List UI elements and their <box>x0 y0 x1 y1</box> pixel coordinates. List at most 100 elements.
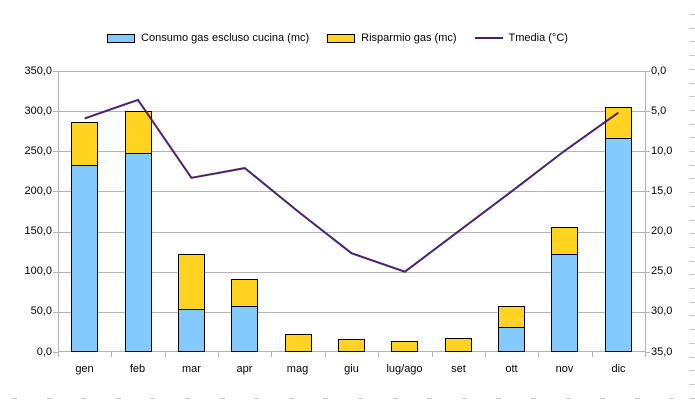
right-edge-tick <box>689 302 695 303</box>
bottom-edge-tick <box>323 398 328 399</box>
left-axis-tick <box>53 71 58 72</box>
legend-label-consumo: Consumo gas escluso cucina (mc) <box>141 32 310 44</box>
right-edge-tick <box>689 329 695 330</box>
left-axis-label: 350,0 <box>24 65 52 77</box>
right-axis-tick <box>645 71 650 72</box>
bottom-edge-tick <box>462 398 467 399</box>
x-axis-tick <box>592 352 593 357</box>
right-axis-label: 35,0 <box>651 346 673 358</box>
x-axis-label: giu <box>344 363 359 375</box>
right-axis-label: 5,0 <box>651 105 667 117</box>
x-axis-tick <box>538 352 539 357</box>
gridline <box>58 312 645 313</box>
left-axis-label: 300,0 <box>24 105 52 117</box>
x-axis-label: mar <box>182 363 201 375</box>
left-axis-tick <box>53 352 58 353</box>
right-edge-tick <box>689 357 695 358</box>
bar-segment-risparmio <box>72 123 97 166</box>
left-axis-label: 0,0 <box>36 346 52 358</box>
x-axis-tick <box>58 352 59 357</box>
left-axis-label: 100,0 <box>24 265 52 277</box>
bottom-edge-tick <box>12 398 17 399</box>
right-axis-tick <box>645 352 650 353</box>
right-axis-tick <box>645 111 650 112</box>
left-axis-tick <box>53 312 58 313</box>
bottom-edge-tick <box>116 398 121 399</box>
legend-item-tmedia: Tmedia (°C) <box>474 32 568 44</box>
left-axis-label: 50,0 <box>30 305 52 317</box>
right-edge-tick <box>689 220 695 221</box>
bottom-edge-tick <box>150 398 155 399</box>
bottom-edge-tick <box>47 398 52 399</box>
right-axis-label: 10,0 <box>651 145 673 157</box>
x-axis-tick <box>325 352 326 357</box>
right-edge-tick <box>689 137 695 138</box>
x-axis-tick <box>378 352 379 357</box>
x-axis-label: feb <box>129 363 146 375</box>
gridline <box>58 71 645 72</box>
right-edge-tick <box>689 41 695 42</box>
bottom-edge-tick <box>220 398 225 399</box>
right-edge-tick <box>689 384 695 385</box>
right-edge-tick <box>689 192 695 193</box>
right-edge-tick <box>689 315 695 316</box>
left-axis-label: 250,0 <box>24 145 52 157</box>
bar-segment-risparmio <box>606 108 631 139</box>
right-axis-line <box>645 71 646 353</box>
left-axis-label: 200,0 <box>24 185 52 197</box>
bar-giu <box>338 339 365 352</box>
bar-segment-risparmio <box>232 280 257 307</box>
right-axis-tick <box>645 312 650 313</box>
bar-dic <box>605 107 632 352</box>
left-axis-tick <box>53 151 58 152</box>
left-axis-tick <box>53 111 58 112</box>
right-edge-tick <box>689 233 695 234</box>
bar-set <box>445 338 472 352</box>
right-edge-tick <box>689 14 695 15</box>
right-axis-tick <box>645 151 650 152</box>
left-axis-line <box>58 71 59 353</box>
bottom-edge-tick <box>566 398 571 399</box>
right-axis-label: 20,0 <box>651 225 673 237</box>
legend: Consumo gas escluso cucina (mc) Risparmi… <box>0 30 675 46</box>
x-axis-label: set <box>451 363 466 375</box>
left-axis-label: 150,0 <box>24 225 52 237</box>
x-axis-label: apr <box>236 363 253 375</box>
right-edge-tick <box>689 370 695 371</box>
legend-item-consumo: Consumo gas escluso cucina (mc) <box>107 32 309 44</box>
right-edge-tick <box>689 398 695 399</box>
bottom-edge-tick <box>289 398 294 399</box>
bottom-edge-tick <box>81 398 86 399</box>
right-axis-label: 25,0 <box>651 265 673 277</box>
right-edge-tick <box>689 69 695 70</box>
bar-segment-risparmio <box>179 255 204 310</box>
bar-apr <box>231 279 258 352</box>
legend-item-risparmio: Risparmio gas (mc) <box>327 32 457 44</box>
right-edge-tick <box>689 110 695 111</box>
right-axis-label: 0,0 <box>651 65 667 77</box>
right-edge-tick <box>689 28 695 29</box>
bar-gen <box>71 122 98 352</box>
bottom-edge-tick <box>254 398 259 399</box>
bottom-edge-tick <box>358 398 363 399</box>
right-axis-label: 15,0 <box>651 185 673 197</box>
right-edge-tick <box>689 274 695 275</box>
bar-ott <box>498 306 525 352</box>
right-edge-tick <box>689 261 695 262</box>
right-edge-tick <box>689 55 695 56</box>
legend-label-tmedia: Tmedia (°C) <box>508 32 568 44</box>
bar-mag <box>285 334 312 352</box>
right-edge-tick <box>689 206 695 207</box>
x-axis-tick <box>165 352 166 357</box>
bottom-edge-tick <box>496 398 501 399</box>
left-axis-tick <box>53 272 58 273</box>
bar-lug/ago <box>391 341 418 352</box>
x-axis-tick <box>218 352 219 357</box>
bar-nov <box>551 227 578 352</box>
bar-segment-risparmio <box>499 307 524 328</box>
left-axis-tick <box>53 191 58 192</box>
x-axis-label: dic <box>611 363 626 375</box>
x-axis-tick <box>111 352 112 357</box>
x-axis-label: nov <box>555 363 574 375</box>
bar-feb <box>125 111 152 352</box>
